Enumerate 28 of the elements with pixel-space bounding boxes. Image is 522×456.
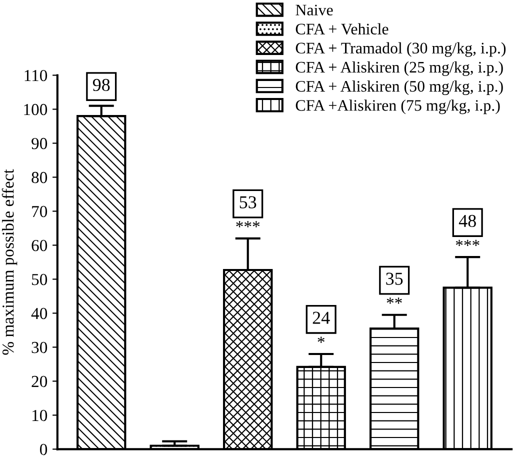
y-tick-label: 50 — [32, 274, 48, 286]
y-tick-label: 30 — [32, 342, 48, 354]
y-tick-label: 10 — [32, 410, 48, 422]
y-tick-label: 90 — [32, 138, 48, 150]
annotation: * — [318, 336, 324, 343]
annotation: 35 — [386, 272, 403, 285]
y-tick-label: 70 — [32, 206, 48, 218]
legend-label: CFA +Aliskiren (75 mg/kg, i.p.) — [296, 100, 500, 114]
y-tick-label: 100 — [24, 104, 48, 116]
annotation: *** — [456, 240, 480, 246]
annotation: ** — [386, 298, 402, 304]
y-axis-title: % maximum possible effect — [2, 169, 18, 355]
y-tick-label: 110 — [24, 70, 48, 82]
annotation: 98 — [92, 78, 110, 92]
legend-label: CFA + Tramadol (30 mg/kg, i.p.) — [296, 42, 506, 57]
y-tick-label: 60 — [32, 240, 48, 252]
y-tick-label: 80 — [32, 172, 48, 184]
legend-label: Naive — [296, 4, 333, 16]
annotation: *** — [236, 221, 260, 228]
legend-label: CFA + Vehicle — [296, 23, 388, 35]
y-tick-label: 40 — [31, 308, 48, 320]
y-tick-label: 0 — [40, 444, 48, 456]
annotation: 24 — [312, 312, 330, 324]
annotation: 53 — [240, 196, 256, 208]
legend-label: CFA + Aliskiren (50 mg/kg, i.p.) — [296, 80, 503, 96]
annotation: 48 — [458, 214, 476, 228]
legend-label: CFA + Aliskiren (25 mg/kg, i.p.) — [296, 61, 503, 76]
y-tick-label: 20 — [32, 376, 48, 388]
